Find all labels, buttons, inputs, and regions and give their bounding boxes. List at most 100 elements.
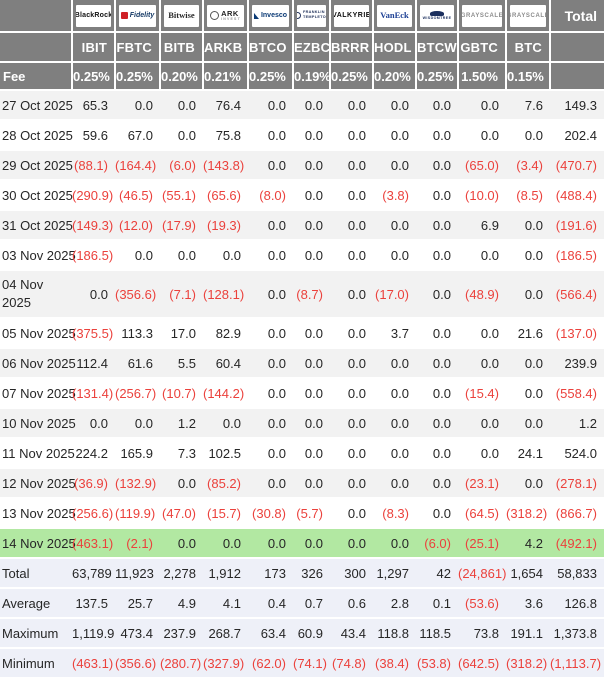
franklin-logo-text: FRANKLIN	[302, 10, 325, 15]
flow-value: 0.0	[72, 408, 115, 439]
valkyrie-logo: VALKYRIE	[334, 4, 369, 27]
row-date: 10 Nov 2025	[0, 408, 76, 439]
table-row: 10 Nov 2025 0.0 0.0 1.2 0.0 0.0 0.0 0.0 0.0 0.0 0.…	[0, 408, 604, 439]
flow-value: (256.6)	[72, 498, 115, 529]
flow-value: (25.1)	[458, 528, 506, 559]
summary-value: (327.9)	[203, 648, 248, 679]
row-date: 28 Oct 2025	[0, 120, 73, 151]
summary-value: (53.6)	[458, 588, 506, 619]
summary-label: Maximum	[0, 618, 72, 649]
flow-value: (8.7)	[293, 270, 330, 319]
flow-value: 0.0	[416, 150, 458, 181]
flow-value: (2.1)	[115, 528, 160, 559]
flow-value: 60.4	[203, 348, 248, 379]
flow-value: 0.0	[330, 438, 373, 469]
flow-value: (15.4)	[458, 378, 506, 409]
flow-value: 0.0	[373, 438, 416, 469]
summary-value: 1,373.8	[550, 618, 604, 649]
flow-value: (17.9)	[160, 210, 203, 241]
table-row: 30 Oct 2025 (290.9) (46.5) (55.1) (65.6) (8.0…	[0, 180, 604, 211]
flow-value: 0.0	[416, 318, 458, 349]
flow-value: 0.0	[330, 90, 373, 121]
flow-value: 0.0	[330, 468, 373, 499]
provider-logo-cell: Invesco	[248, 0, 294, 33]
fee-row-label: Fee	[0, 62, 73, 91]
summary-value: 0.1	[416, 588, 458, 619]
bitwise-logo: Bitwise	[164, 4, 199, 27]
summary-value: (1,113.7)	[550, 648, 604, 679]
flow-value: 0.0	[416, 90, 458, 121]
total-column-header: Total	[550, 0, 604, 33]
franklin-circle-icon	[297, 12, 301, 19]
flow-value: 0.0	[373, 90, 416, 121]
fee-fbtc: 0.25%	[115, 62, 161, 91]
summary-value: 0.7	[293, 588, 330, 619]
flow-value: 0.0	[160, 120, 203, 151]
total-fee-cell	[550, 62, 604, 91]
flow-value: (55.1)	[160, 180, 203, 211]
table-header: BlackRock Fidelity Bitwise ARK INVEST Invesco…	[0, 0, 604, 91]
ark-logo-subtext: INVEST	[221, 17, 241, 21]
ticker-row: IBIT FBTC BITB ARKB BTCO EZBC BRRR HODL BTCW GBTC…	[0, 32, 604, 63]
ark-logo-text: ARK	[221, 8, 239, 18]
flow-value: 0.0	[248, 408, 293, 439]
flow-value: 0.0	[373, 378, 416, 409]
summary-value: 191.1	[506, 618, 550, 649]
row-date: 13 Nov 2025	[0, 498, 76, 529]
summary-value: 63,789	[72, 558, 115, 589]
table-row: 03 Nov 2025 (186.5) 0.0 0.0 0.0 0.0 0.0 0.0 0.0 0…	[0, 240, 604, 271]
table-row: 29 Oct 2025 (88.1) (164.4) (6.0) (143.8) 0.0 0…	[0, 150, 604, 181]
summary-label: Average	[0, 588, 72, 619]
summary-value: 126.8	[550, 588, 604, 619]
flow-value: 0.0	[458, 318, 506, 349]
fee-brrr: 0.25%	[330, 62, 374, 91]
flow-value: 7.6	[506, 90, 550, 121]
total-column-subheader	[550, 32, 604, 63]
summary-value: 60.9	[293, 618, 330, 649]
summary-value: 1,912	[203, 558, 248, 589]
flow-value: 0.0	[115, 408, 160, 439]
flow-value: 0.0	[203, 528, 248, 559]
flow-value: 4.2	[506, 528, 550, 559]
fee-arkb: 0.21%	[203, 62, 249, 91]
summary-label: Minimum	[0, 648, 72, 679]
vaneck-logo-text: VanEck	[380, 10, 409, 21]
flow-value: (566.4)	[550, 270, 604, 319]
flow-value: (191.6)	[550, 210, 604, 241]
flow-value: (149.3)	[72, 210, 115, 241]
flow-value: (3.4)	[506, 150, 550, 181]
flow-value: (15.7)	[203, 498, 248, 529]
column-header-fbtc: FBTC	[115, 32, 161, 63]
summary-row-maximum: Maximum 1,119.9 473.4 237.9 268.7 63.4 60.9 43.…	[0, 618, 604, 649]
flow-value: 0.0	[115, 90, 160, 121]
row-date: 30 Oct 2025	[0, 180, 73, 211]
flow-value: 0.0	[506, 270, 550, 319]
flow-value: 0.0	[416, 180, 458, 211]
flow-value: (85.2)	[203, 468, 248, 499]
flow-value: (278.1)	[550, 468, 604, 499]
provider-logo-cell: FRANKLINTEMPLETON	[293, 0, 331, 33]
flow-value: (256.7)	[115, 378, 160, 409]
flow-value: 0.0	[203, 240, 248, 271]
flow-value: 0.0	[330, 528, 373, 559]
flow-value: 0.0	[373, 210, 416, 241]
flow-value: (10.0)	[458, 180, 506, 211]
fee-btcw: 0.25%	[416, 62, 459, 91]
flow-value: 0.0	[293, 438, 330, 469]
flow-value: (88.1)	[72, 150, 115, 181]
provider-logo-cell: VanEck	[373, 0, 417, 33]
flow-value: 0.0	[373, 348, 416, 379]
provider-logo-cell: VALKYRIE	[330, 0, 374, 33]
flow-value: 0.0	[293, 240, 330, 271]
flow-value: 82.9	[203, 318, 248, 349]
row-date: 11 Nov 2025	[0, 438, 75, 469]
flow-value: (186.5)	[72, 240, 115, 271]
flow-value: (6.0)	[160, 150, 203, 181]
flow-value: (19.3)	[203, 210, 248, 241]
flow-value: (137.0)	[550, 318, 604, 349]
flow-value: 102.5	[203, 438, 248, 469]
provider-logo-cell: Fidelity	[115, 0, 161, 33]
flow-value: (8.5)	[506, 180, 550, 211]
summary-value: 237.9	[160, 618, 203, 649]
summary-value: (280.7)	[160, 648, 203, 679]
